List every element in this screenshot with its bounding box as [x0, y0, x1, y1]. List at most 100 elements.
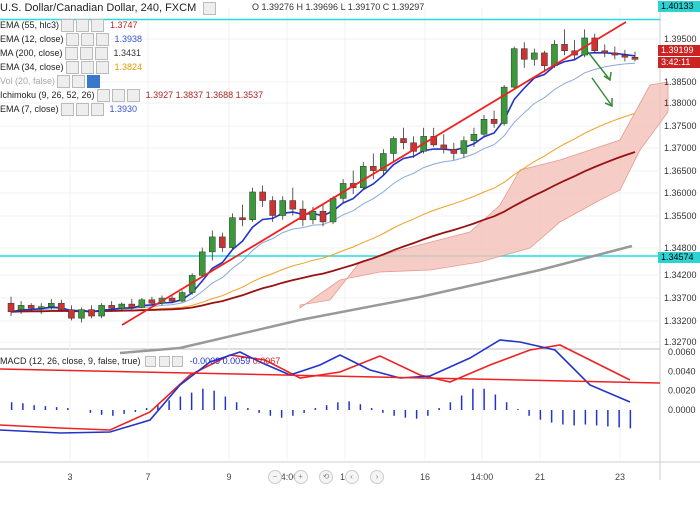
ma-200-line	[119, 244, 633, 355]
indicator-value: 1.3747	[110, 20, 138, 30]
indicator-settings-icon[interactable]	[64, 47, 78, 61]
candle-body	[380, 153, 387, 171]
indicator-row[interactable]: MA (200, close) 1.3431	[0, 46, 141, 61]
candle-body	[198, 251, 206, 276]
price-tick-label: 1.36000	[664, 188, 697, 198]
indicator-close-icon[interactable]	[76, 19, 90, 33]
price-tick-label: 1.38500	[664, 77, 697, 87]
candle-body	[148, 299, 156, 304]
candle-body	[470, 133, 478, 141]
candle-body	[460, 140, 468, 154]
ichimoku-cloud	[299, 81, 669, 309]
indicator-hide-icon[interactable]	[95, 61, 109, 75]
indicator-hide-icon[interactable]	[95, 33, 109, 47]
indicator-row[interactable]: Ichimoku (9, 26, 52, 26) 1.3927 1.3837 1.…	[0, 88, 263, 103]
candle-body	[259, 191, 266, 201]
indicator-close-icon[interactable]	[72, 75, 86, 89]
macd-pane	[0, 339, 661, 434]
price-tick-label: 1.37000	[664, 143, 697, 153]
price-tick-label: 1.36500	[664, 166, 697, 176]
candle-body	[229, 217, 236, 248]
indicator-name: Vol (20, false)	[0, 76, 56, 86]
indicator-value: 1.3824	[114, 62, 143, 72]
scroll-left-icon[interactable]: ‹	[344, 470, 359, 484]
zoom-in-icon[interactable]: +	[293, 470, 308, 484]
candle-body	[58, 302, 65, 310]
price-tick-label: 1.38000	[664, 98, 697, 108]
candle-body	[561, 44, 568, 52]
indicator-hide-icon[interactable]	[126, 89, 140, 103]
price-tick-label: 1.33700	[664, 293, 697, 303]
arrow-down-1	[587, 51, 611, 81]
candle-body	[239, 217, 246, 221]
indicator-hide-icon[interactable]	[94, 47, 108, 61]
time-tick-label: 7	[145, 472, 150, 482]
time-tick-label: 9	[226, 472, 231, 482]
candle-body	[289, 200, 297, 210]
candle-body	[178, 292, 186, 302]
scroll-right-icon[interactable]: ›	[370, 470, 385, 484]
candle-body	[521, 48, 528, 60]
indicator-settings-icon[interactable]	[60, 103, 74, 117]
indicator-row[interactable]: EMA (7, close) 1.3930	[0, 102, 137, 117]
candle-body	[209, 236, 216, 253]
macd-hide-icon[interactable]	[172, 356, 184, 368]
candle-body	[37, 306, 45, 309]
settings-icon[interactable]	[203, 1, 217, 15]
indicator-row[interactable]: Vol (20, false)	[0, 74, 106, 89]
candle-body	[17, 305, 25, 310]
indicator-row[interactable]: EMA (12, close) 1.3938	[0, 32, 143, 47]
indicator-settings-icon[interactable]	[61, 19, 75, 33]
macd-trend-line	[0, 368, 661, 384]
indicator-value: 1.3938	[114, 34, 143, 44]
indicator-hide-icon[interactable]	[87, 75, 101, 89]
candle-body	[621, 54, 629, 58]
symbol-title: U.S. Dollar/Canadian Dollar, 240, FXCM	[0, 2, 197, 14]
macd-close-icon[interactable]	[158, 356, 170, 368]
arrow-head-1	[603, 71, 612, 82]
countdown-box: 3:42:11	[658, 57, 700, 68]
price-tick-label: 1.34800	[664, 243, 697, 253]
candle-body	[98, 305, 105, 317]
indicator-row[interactable]: EMA (34, close) 1.3824	[0, 60, 143, 75]
indicator-close-icon[interactable]	[80, 33, 94, 47]
indicator-close-icon[interactable]	[80, 61, 94, 75]
indicator-name: EMA (12, close)	[0, 34, 64, 44]
candle-body	[601, 50, 609, 54]
macd-name: MACD (12, 26, close, 9, false, true)	[0, 356, 141, 366]
indicator-hide-icon[interactable]	[91, 19, 105, 33]
indicator-hide-icon[interactable]	[90, 103, 104, 117]
top-line-price: 1.40133	[658, 1, 700, 12]
indicator-close-icon[interactable]	[75, 103, 89, 117]
price-tick-label: 1.35500	[664, 211, 697, 221]
reset-icon[interactable]: ⟲	[319, 470, 334, 484]
indicator-close-icon[interactable]	[111, 89, 125, 103]
indicator-settings-icon[interactable]	[65, 33, 79, 47]
macd-settings-icon[interactable]	[145, 356, 157, 368]
indicator-row[interactable]: EMA (55, hlc3) 1.3747	[0, 18, 138, 33]
macd-tick-label: 0.0000	[668, 405, 696, 415]
indicator-settings-icon[interactable]	[57, 75, 71, 89]
candle-body	[128, 303, 136, 308]
indicator-settings-icon[interactable]	[96, 89, 110, 103]
price-tick-label: 1.32700	[664, 337, 697, 347]
macd-tick-label: 0.0040	[668, 366, 696, 376]
indicator-name: EMA (55, hlc3)	[0, 20, 60, 30]
time-tick-label: 21	[535, 472, 545, 482]
candle-body	[510, 48, 518, 88]
candlestick-series	[7, 29, 639, 323]
time-tick-label: 14:00	[276, 472, 299, 482]
macd-tick-label: 0.0020	[668, 386, 696, 396]
candle-body	[48, 302, 55, 307]
candle-body	[440, 144, 448, 150]
indicator-settings-icon[interactable]	[65, 61, 79, 75]
macd-value-signal: 0.0067	[252, 356, 281, 366]
arrow-head-2	[604, 98, 613, 108]
candle-body	[108, 305, 115, 309]
candle-body	[27, 305, 35, 309]
zoom-out-icon[interactable]: −	[268, 470, 282, 484]
indicator-name: Ichimoku (9, 26, 52, 26)	[0, 90, 95, 100]
indicator-close-icon[interactable]	[79, 47, 93, 61]
candle-body	[500, 86, 508, 124]
